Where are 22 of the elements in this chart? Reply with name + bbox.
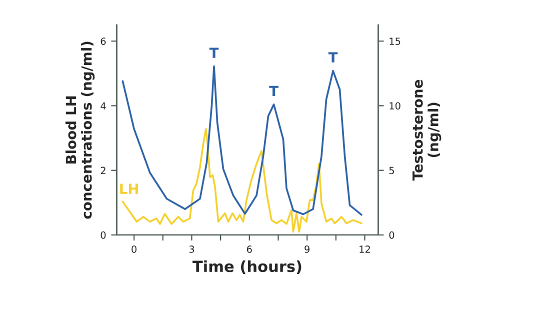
x-tick-label: 12 (360, 246, 370, 253)
x-axis-title: Time (hours) (192, 260, 302, 274)
y2-tick-label: 15 (390, 38, 400, 45)
y2-tick-label: 5 (389, 166, 394, 174)
y-tick-label: 2 (100, 166, 106, 174)
line-series (122, 65, 362, 216)
x-tick-label: 3 (189, 246, 194, 253)
line-series (122, 128, 362, 233)
y2-tick-label: 10 (390, 102, 400, 110)
y-tick-label: 0 (100, 231, 106, 239)
y-tick-label: 4 (100, 102, 106, 110)
y-axis-title: Blood LH concentrations (ng/ml) (65, 42, 95, 219)
annotation: T (209, 48, 219, 58)
y-tick-label: 6 (100, 38, 106, 45)
y2-axis-title: Testosterone (ng/ml) (412, 80, 442, 181)
x-tick-label: 0 (132, 246, 136, 253)
x-tick-label: 6 (246, 246, 252, 253)
y2-tick-label: 0 (389, 231, 394, 239)
annotation: T (269, 86, 278, 96)
annotation: T (328, 52, 338, 62)
series-label: LH (120, 184, 138, 194)
x-tick-label: 9 (304, 246, 310, 253)
